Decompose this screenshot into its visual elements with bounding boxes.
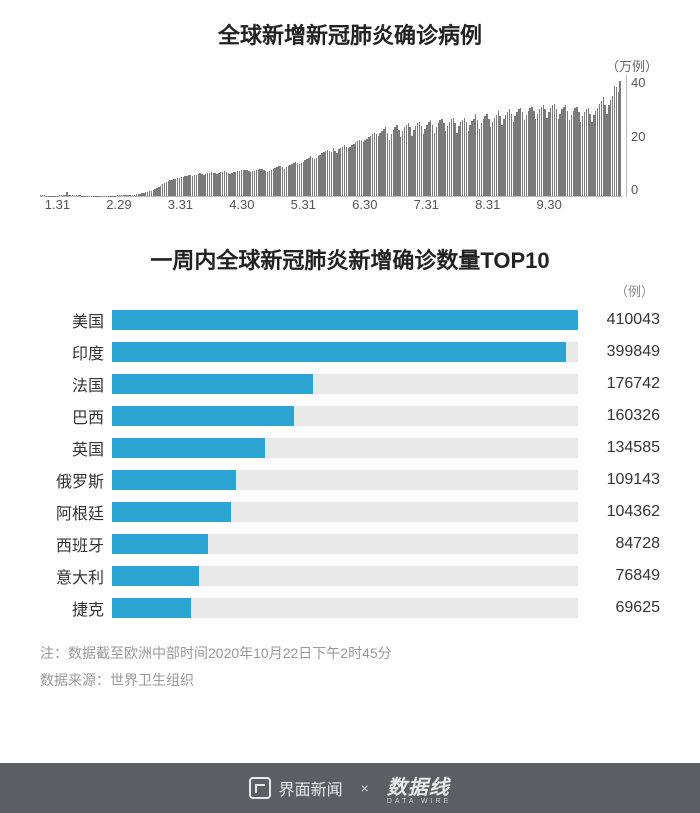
- chart2-row-fill: [112, 406, 294, 426]
- chart1-y-tick: 0: [631, 182, 660, 197]
- chart2-row-value: 109143: [578, 471, 660, 489]
- chart2-row-track: [112, 374, 578, 394]
- chart2-row-value: 69625: [578, 599, 660, 617]
- chart1-x-tick: 2.29: [106, 197, 131, 212]
- footnote-line1: 注：数据截至欧洲中部时间2020年10月22日下午2时45分: [40, 640, 660, 667]
- chart2-row-value: 176742: [578, 375, 660, 393]
- chart2-row-track: [112, 310, 578, 330]
- chart2-row-fill: [112, 598, 191, 618]
- chart2-row: 巴西 160326: [40, 402, 660, 430]
- chart2-row-label: 法国: [40, 372, 112, 396]
- datawire-logo-text: 数据线 DATA WIRE: [387, 777, 451, 805]
- chart2-row-fill: [112, 342, 566, 362]
- chart2-row-value: 134585: [578, 439, 660, 457]
- chart2-row-track: [112, 502, 578, 522]
- chart2-row-fill: [112, 374, 313, 394]
- jiemian-icon: [249, 777, 271, 799]
- chart1-x-tick: 7.31: [414, 197, 439, 212]
- chart2-row: 西班牙 84728: [40, 530, 660, 558]
- chart2-row-label: 俄罗斯: [40, 468, 112, 492]
- chart1-timeseries: 40 20 0 1.31 2.29 3.31 4.30 5.31 6.30 7.31 8.31 9.…: [40, 75, 660, 215]
- footer-left-text: 界面新闻: [279, 776, 343, 800]
- footer-right-text: 数据线: [387, 777, 450, 799]
- chart1-x-tick: 3.31: [168, 197, 193, 212]
- chart2-row-track: [112, 438, 578, 458]
- footer-right-sub: DATA WIRE: [387, 798, 451, 805]
- chart1-y-tick: 40: [631, 75, 660, 90]
- footnote-line2: 数据来源：世界卫生组织: [40, 667, 660, 694]
- chart1-title: 全球新增新冠肺炎确诊病例: [40, 18, 660, 50]
- chart2-row-label: 西班牙: [40, 532, 112, 556]
- chart2-row: 印度 399849: [40, 338, 660, 366]
- chart2-row-track: [112, 470, 578, 490]
- chart2-row: 法国 176742: [40, 370, 660, 398]
- chart2-row-label: 阿根廷: [40, 500, 112, 524]
- chart1-plot-area: [40, 75, 622, 197]
- chart2-row-fill: [112, 310, 578, 330]
- chart2-row: 美国 410043: [40, 306, 660, 334]
- chart2-row-fill: [112, 470, 236, 490]
- chart1-bar: [619, 81, 620, 197]
- chart2-row: 英国 134585: [40, 434, 660, 462]
- footer-right-brand: 数据线 DATA WIRE: [387, 771, 451, 805]
- chart2-row-track: [112, 406, 578, 426]
- footer-separator: ×: [361, 780, 369, 796]
- chart1-x-tick: 1.31: [45, 197, 70, 212]
- chart2-row-label: 捷克: [40, 596, 112, 620]
- chart2-row-label: 美国: [40, 308, 112, 332]
- chart1-x-tick: 9.30: [537, 197, 562, 212]
- chart1-y-unit: （万例）: [40, 56, 658, 75]
- chart2-row: 意大利 76849: [40, 562, 660, 590]
- chart2-row-track: [112, 598, 578, 618]
- footer-bar: 界面新闻 × 数据线 DATA WIRE: [0, 763, 700, 813]
- chart2-row-track: [112, 342, 578, 362]
- footer-left-brand: 界面新闻: [249, 776, 343, 800]
- chart2-hbar-area: 美国 410043 印度 399849 法国 176742 巴西 160326 英国 134585…: [40, 306, 660, 622]
- footnote: 注：数据截至欧洲中部时间2020年10月22日下午2时45分 数据来源：世界卫生…: [40, 640, 660, 693]
- chart1-y-axis: 40 20 0: [626, 75, 660, 197]
- chart1-x-tick: 6.30: [352, 197, 377, 212]
- chart1-x-tick: 8.31: [475, 197, 500, 212]
- chart2-row-value: 84728: [578, 535, 660, 553]
- chart2-row-value: 104362: [578, 503, 660, 521]
- chart2-row-value: 399849: [578, 343, 660, 361]
- chart2-row: 阿根廷 104362: [40, 498, 660, 526]
- chart2-row-label: 印度: [40, 340, 112, 364]
- chart1-y-tick: 20: [631, 129, 660, 144]
- chart2-title: 一周内全球新冠肺炎新增确诊数量TOP10: [40, 243, 660, 275]
- chart1-x-axis: 1.31 2.29 3.31 4.30 5.31 6.30 7.31 8.31 9.30: [40, 197, 622, 215]
- chart2-row-label: 意大利: [40, 564, 112, 588]
- chart2-row-label: 英国: [40, 436, 112, 460]
- chart2-y-unit: （例）: [40, 281, 654, 300]
- chart1-x-tick: 4.30: [229, 197, 254, 212]
- chart2-row-label: 巴西: [40, 404, 112, 428]
- chart2-row-value: 160326: [578, 407, 660, 425]
- chart2-row-track: [112, 566, 578, 586]
- chart2-row: 捷克 69625: [40, 594, 660, 622]
- chart2-row: 俄罗斯 109143: [40, 466, 660, 494]
- chart2-row-fill: [112, 502, 231, 522]
- chart2-row-fill: [112, 566, 199, 586]
- chart2-row-track: [112, 534, 578, 554]
- chart2-row-fill: [112, 534, 208, 554]
- chart2-row-value: 410043: [578, 311, 660, 329]
- chart2-row-value: 76849: [578, 567, 660, 585]
- chart1-x-tick: 5.31: [291, 197, 316, 212]
- chart2-row-fill: [112, 438, 265, 458]
